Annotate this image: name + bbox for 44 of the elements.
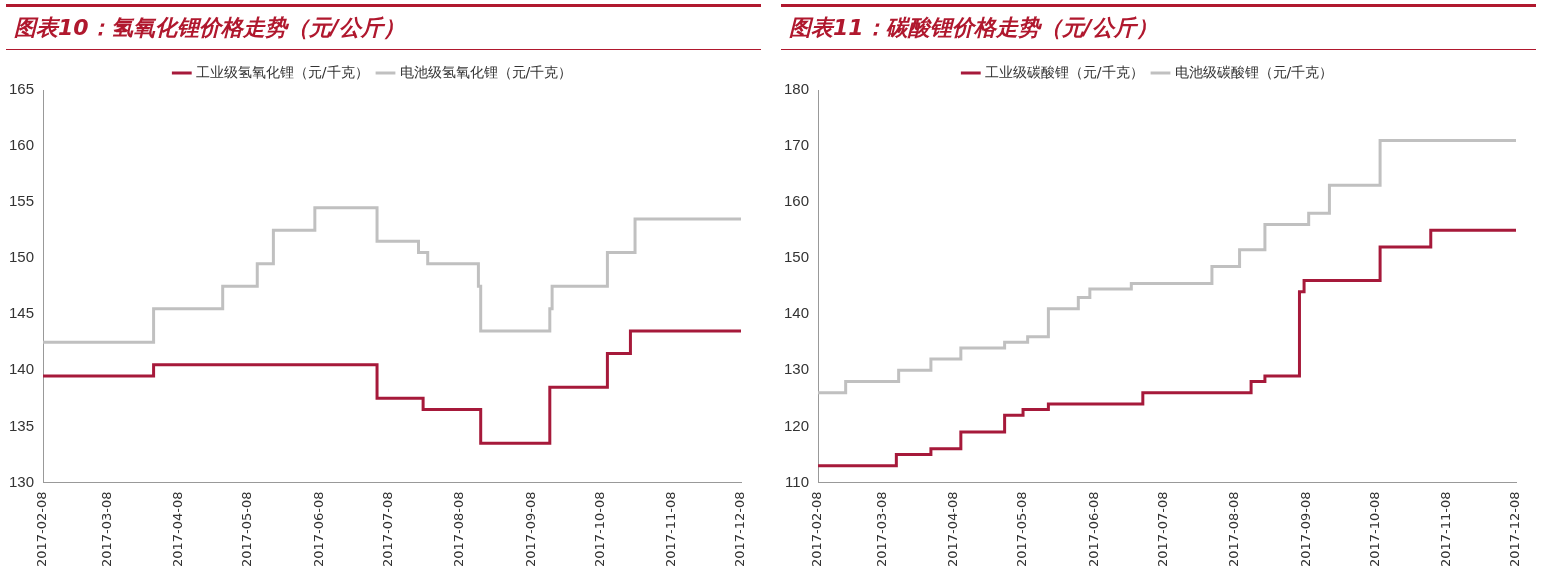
x-tick-label: 2017-03-08 bbox=[98, 491, 114, 568]
y-tick-label: 160 bbox=[784, 192, 810, 210]
y-tick-label: 140 bbox=[784, 304, 810, 322]
x-tick-label: 2017-04-08 bbox=[945, 491, 961, 568]
x-tick-label: 2017-03-08 bbox=[873, 491, 889, 568]
legend-label: 工业级氢氧化锂（元/千克） bbox=[195, 63, 369, 80]
y-tick-label: 165 bbox=[9, 80, 35, 98]
legend-label: 工业级碳酸锂（元/千克） bbox=[984, 63, 1144, 80]
y-tick-label: 120 bbox=[784, 416, 810, 434]
x-tick-label: 2017-06-08 bbox=[1085, 491, 1101, 568]
x-tick-label: 2017-02-08 bbox=[34, 491, 50, 568]
x-tick-label: 2017-05-08 bbox=[239, 491, 255, 568]
x-tick-label: 2017-11-08 bbox=[1438, 491, 1454, 568]
x-tick-label: 2017-08-08 bbox=[451, 491, 467, 568]
x-tick-label: 2017-08-08 bbox=[1226, 491, 1242, 568]
legend-label: 电池级碳酸锂（元/千克） bbox=[1174, 63, 1334, 80]
y-tick-label: 110 bbox=[785, 472, 810, 490]
x-tick-label: 2017-10-08 bbox=[1366, 491, 1382, 568]
x-tick-label: 2017-12-08 bbox=[1507, 491, 1523, 568]
x-tick-label: 2017-02-08 bbox=[809, 491, 825, 568]
x-tick-label: 2017-12-08 bbox=[732, 491, 748, 568]
chart-title: 图表11：碳酸锂价格走势（元/公斤） bbox=[781, 4, 1536, 50]
legend-label: 电池级氢氧化锂（元/千克） bbox=[399, 63, 573, 80]
y-tick-label: 170 bbox=[784, 136, 810, 154]
x-tick-label: 2017-09-08 bbox=[522, 491, 538, 568]
y-tick-label: 150 bbox=[9, 248, 35, 266]
y-tick-label: 145 bbox=[9, 304, 35, 322]
y-tick-label: 180 bbox=[784, 80, 810, 98]
x-tick-label: 2017-05-08 bbox=[1014, 491, 1030, 568]
x-tick-label: 2017-06-08 bbox=[310, 491, 326, 568]
x-tick-label: 2017-07-08 bbox=[379, 491, 395, 568]
chart-title: 图表10：氢氧化锂价格走势（元/公斤） bbox=[6, 4, 761, 50]
y-tick-label: 155 bbox=[9, 192, 35, 210]
y-tick-label: 160 bbox=[9, 136, 35, 154]
x-tick-label: 2017-07-08 bbox=[1154, 491, 1170, 568]
y-tick-label: 130 bbox=[784, 360, 810, 378]
x-tick-label: 2017-11-08 bbox=[663, 491, 679, 568]
x-tick-label: 2017-04-08 bbox=[170, 491, 186, 568]
y-tick-label: 135 bbox=[9, 416, 35, 434]
x-tick-label: 2017-09-08 bbox=[1297, 491, 1313, 568]
y-tick-label: 140 bbox=[9, 360, 35, 378]
y-tick-label: 130 bbox=[9, 472, 35, 490]
x-tick-label: 2017-10-08 bbox=[591, 491, 607, 568]
y-tick-label: 150 bbox=[784, 248, 810, 266]
